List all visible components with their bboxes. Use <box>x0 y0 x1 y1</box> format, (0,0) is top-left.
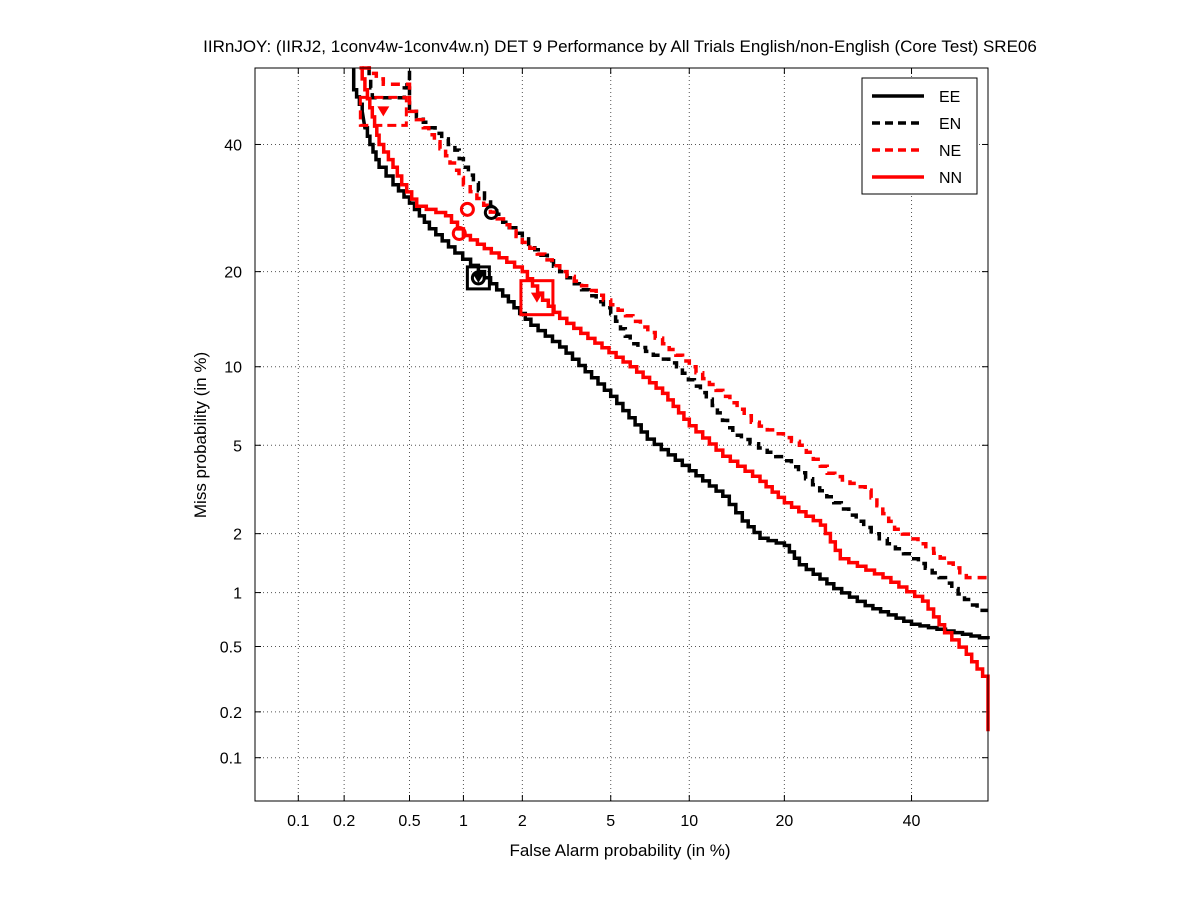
min-dcf-marker-ee <box>472 272 485 283</box>
act-dcf-marker-nn <box>451 225 467 241</box>
act-dcf-marker-ne <box>459 201 475 217</box>
x-tick-label: 2 <box>518 813 527 830</box>
series-line-ee <box>351 68 990 640</box>
y-axis-label: Miss probability (in %) <box>191 352 210 518</box>
y-tick-label: 5 <box>233 438 242 455</box>
plot-frame <box>254 67 989 802</box>
x-tick-label: 20 <box>775 813 793 830</box>
y-tick-label: 0.1 <box>220 751 242 768</box>
act-dcf-marker-ee <box>470 270 486 286</box>
legend: EE EN NE NN <box>861 77 978 195</box>
series-line-en <box>367 66 988 613</box>
x-tick-label: 0.2 <box>333 813 355 830</box>
x-tick-label: 40 <box>903 813 921 830</box>
series-line-ne <box>362 66 988 580</box>
min-dcf-box-ne <box>358 95 408 127</box>
series-layer <box>351 66 990 732</box>
act-dcf-marker-en <box>483 205 499 221</box>
y-tick-labels: 0.1 0.2 0.5 1 2 5 10 20 40 <box>220 137 242 767</box>
chart-title: IIRnJOY: (IIRJ2, 1conv4w-1conv4w.n) DET … <box>203 37 1037 56</box>
y-tick-label: 2 <box>233 527 242 544</box>
x-tick-label: 5 <box>606 813 615 830</box>
min-dcf-marker-nn <box>530 292 543 303</box>
x-tick-labels: 0.1 0.2 0.5 1 2 5 10 20 40 <box>287 813 920 830</box>
x-axis-label: False Alarm probability (in %) <box>509 841 730 860</box>
y-tick-label: 40 <box>224 137 242 154</box>
legend-label-ee: EE <box>939 89 960 106</box>
marker-layer <box>358 95 555 317</box>
min-dcf-box-ee <box>465 265 491 291</box>
y-tick-label: 20 <box>224 265 242 282</box>
y-tick-label: 10 <box>224 360 242 377</box>
min-dcf-marker-ne <box>377 106 390 117</box>
legend-label-en: EN <box>939 116 961 133</box>
x-tick-label: 0.5 <box>398 813 420 830</box>
x-tick-label: 10 <box>680 813 698 830</box>
legend-label-ne: NE <box>939 143 961 160</box>
series-line-nn <box>359 66 990 732</box>
y-tick-label: 0.2 <box>220 705 242 722</box>
x-tick-label: 0.1 <box>287 813 309 830</box>
y-tick-label: 1 <box>233 586 242 603</box>
y-tick-label: 0.5 <box>220 640 242 657</box>
x-tick-label: 1 <box>459 813 468 830</box>
min-dcf-box-nn <box>519 279 555 317</box>
legend-label-nn: NN <box>939 170 962 187</box>
grid <box>255 68 988 801</box>
